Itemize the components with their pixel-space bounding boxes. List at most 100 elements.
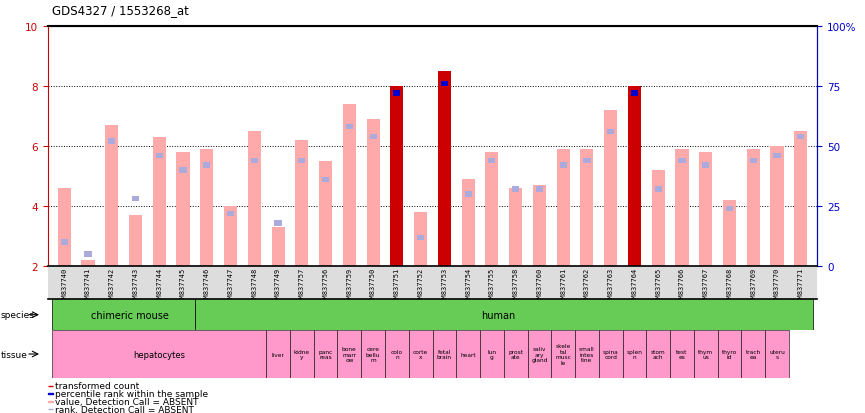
Text: fetal
brain: fetal brain xyxy=(437,349,452,359)
Bar xyxy=(106,126,119,266)
Bar xyxy=(607,130,614,135)
Bar xyxy=(670,330,694,378)
Bar xyxy=(533,185,546,266)
Bar xyxy=(438,72,451,266)
Bar xyxy=(129,216,142,266)
Bar xyxy=(362,330,385,378)
Bar xyxy=(726,206,734,211)
Bar xyxy=(557,150,570,266)
Bar xyxy=(750,158,757,164)
Bar xyxy=(628,87,641,266)
Text: GSM837755: GSM837755 xyxy=(489,267,495,306)
Bar xyxy=(485,152,498,266)
Text: spina
cord: spina cord xyxy=(603,349,618,359)
Bar xyxy=(798,134,804,140)
Text: GSM837756: GSM837756 xyxy=(323,267,329,306)
Bar xyxy=(655,187,662,192)
Bar xyxy=(794,132,807,266)
Text: GSM837753: GSM837753 xyxy=(441,267,447,306)
Text: splen
n: splen n xyxy=(626,349,643,359)
Text: GSM837765: GSM837765 xyxy=(655,267,661,306)
Text: corte
x: corte x xyxy=(413,349,428,359)
Bar xyxy=(580,150,593,266)
Bar xyxy=(314,330,337,378)
Text: trach
ea: trach ea xyxy=(746,349,761,359)
Bar xyxy=(176,152,189,266)
Bar xyxy=(646,330,670,378)
Bar xyxy=(503,330,528,378)
Text: GSM837761: GSM837761 xyxy=(561,267,567,306)
Text: value, Detection Call = ABSENT: value, Detection Call = ABSENT xyxy=(55,397,199,406)
Text: thyro
id: thyro id xyxy=(722,349,737,359)
Text: cere
bellu
m: cere bellu m xyxy=(366,346,381,362)
Bar xyxy=(272,228,285,266)
Text: percentile rank within the sample: percentile rank within the sample xyxy=(55,389,208,398)
Text: GSM837770: GSM837770 xyxy=(774,267,780,306)
Bar xyxy=(409,330,432,378)
Text: skele
tal
musc
le: skele tal musc le xyxy=(555,344,571,365)
Bar xyxy=(81,261,94,266)
Text: GSM837760: GSM837760 xyxy=(536,267,542,306)
Text: GSM837758: GSM837758 xyxy=(513,267,519,306)
Bar xyxy=(604,111,618,266)
Text: species: species xyxy=(1,311,35,319)
Bar xyxy=(346,125,353,130)
Bar xyxy=(48,401,53,402)
Bar xyxy=(480,330,503,378)
Text: GSM837744: GSM837744 xyxy=(157,267,163,306)
Text: thym
us: thym us xyxy=(698,349,714,359)
Bar xyxy=(274,221,282,226)
Bar xyxy=(203,163,210,169)
Bar xyxy=(414,212,427,266)
Text: GSM837741: GSM837741 xyxy=(85,267,91,306)
Text: small
intes
tine: small intes tine xyxy=(579,346,595,362)
Bar xyxy=(723,200,736,266)
Bar xyxy=(551,330,575,378)
Text: GSM837763: GSM837763 xyxy=(608,267,613,306)
Bar xyxy=(52,330,266,378)
Text: human: human xyxy=(481,310,515,320)
Text: transformed count: transformed count xyxy=(55,382,139,390)
Text: GSM837748: GSM837748 xyxy=(252,267,257,306)
Bar xyxy=(195,299,813,330)
Text: colo
n: colo n xyxy=(391,349,403,359)
Text: GSM837762: GSM837762 xyxy=(584,267,590,306)
Text: heart: heart xyxy=(460,351,476,357)
Bar xyxy=(432,330,456,378)
Text: GSM837759: GSM837759 xyxy=(346,267,352,306)
Bar xyxy=(131,197,139,202)
Bar xyxy=(456,330,480,378)
Bar xyxy=(319,161,332,266)
Text: hepatocytes: hepatocytes xyxy=(133,350,185,358)
Text: GSM837771: GSM837771 xyxy=(798,267,804,306)
Bar xyxy=(61,240,67,245)
Bar xyxy=(465,192,471,197)
Bar xyxy=(766,330,789,378)
Text: panc
reas: panc reas xyxy=(318,349,333,359)
Bar xyxy=(651,171,665,266)
Text: GSM837749: GSM837749 xyxy=(275,267,281,306)
Bar xyxy=(266,330,290,378)
Text: kidne
y: kidne y xyxy=(294,349,310,359)
Text: bone
marr
ow: bone marr ow xyxy=(342,346,356,362)
Text: tissue: tissue xyxy=(1,350,28,358)
Bar xyxy=(746,150,759,266)
Text: rank, Detection Call = ABSENT: rank, Detection Call = ABSENT xyxy=(55,405,194,413)
Text: chimeric mouse: chimeric mouse xyxy=(91,310,169,320)
Bar xyxy=(718,330,741,378)
Text: GDS4327 / 1553268_at: GDS4327 / 1553268_at xyxy=(52,4,189,17)
Bar xyxy=(512,187,519,192)
Bar xyxy=(251,158,258,164)
Text: GSM837768: GSM837768 xyxy=(727,267,733,306)
Bar xyxy=(369,134,376,140)
Text: GSM837743: GSM837743 xyxy=(132,267,138,306)
Bar xyxy=(108,139,115,145)
Text: GSM837757: GSM837757 xyxy=(298,267,304,306)
Bar xyxy=(224,206,237,266)
Bar xyxy=(623,330,646,378)
Bar xyxy=(156,154,163,159)
Text: GSM837742: GSM837742 xyxy=(109,267,115,306)
Bar xyxy=(247,132,261,266)
Bar xyxy=(153,138,166,266)
Bar xyxy=(702,163,709,169)
